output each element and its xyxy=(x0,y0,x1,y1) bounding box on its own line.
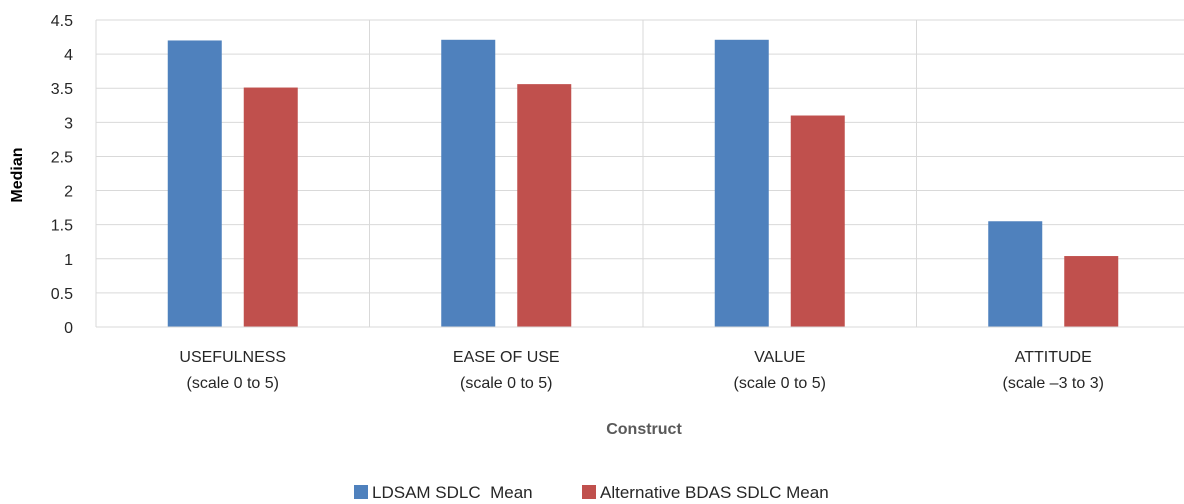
legend-label-1: LDSAM SDLC Mean xyxy=(372,483,533,502)
bar-series-2 xyxy=(517,84,572,327)
x-tick-label: (scale –3 to 3) xyxy=(1003,375,1104,392)
x-axis-title: Construct xyxy=(606,421,682,438)
y-tick-label: 2 xyxy=(64,184,73,201)
x-tick-label: USEFULNESS xyxy=(179,349,286,366)
y-tick-label: 4.5 xyxy=(51,13,73,30)
y-tick-label: 1.5 xyxy=(51,218,73,235)
y-tick-label: 4 xyxy=(64,47,73,64)
bar-series-2 xyxy=(1064,256,1119,327)
bar-series-1 xyxy=(714,39,769,327)
bars xyxy=(167,39,1119,327)
y-axis-title: Median xyxy=(9,147,26,202)
bar-series-2 xyxy=(243,87,298,327)
legend-swatch-2 xyxy=(582,485,596,499)
x-tick-label: (scale 0 to 5) xyxy=(460,375,552,392)
legend: LDSAM SDLC Mean Alternative BDAS SDLC Mea… xyxy=(354,483,829,502)
y-tick-label: 1 xyxy=(64,252,73,269)
bar-series-1 xyxy=(441,39,496,327)
bar-series-1 xyxy=(167,40,222,327)
axes: 0 0.5 1 1.5 2 2.5 3 3.5 4 4.5 USEFULNESS (scale 0 t… xyxy=(51,13,1184,392)
x-tick-label: ATTITUDE xyxy=(1015,349,1092,366)
y-tick-label: 3 xyxy=(64,115,73,132)
x-tick-label: (scale 0 to 5) xyxy=(187,375,279,392)
y-tick-label: 3.5 xyxy=(51,81,73,98)
x-tick-label: EASE OF USE xyxy=(453,349,560,366)
x-tick-label: VALUE xyxy=(754,349,805,366)
y-tick-label: 2.5 xyxy=(51,149,73,166)
y-tick-label: 0 xyxy=(64,320,73,337)
y-tick-label: 0.5 xyxy=(51,286,73,303)
legend-swatch-1 xyxy=(354,485,368,499)
x-tick-label: (scale 0 to 5) xyxy=(734,375,826,392)
bar-series-1 xyxy=(988,221,1043,327)
bar-series-2 xyxy=(790,115,845,327)
legend-label-2: Alternative BDAS SDLC Mean xyxy=(600,483,829,502)
